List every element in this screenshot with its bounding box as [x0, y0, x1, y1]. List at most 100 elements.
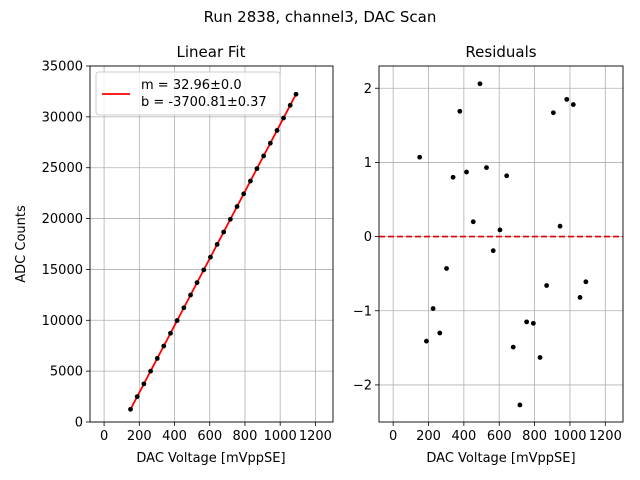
x-tick-label: 800	[233, 429, 258, 444]
data-point	[161, 343, 167, 349]
residual-point	[444, 266, 449, 271]
x-tick-label: 1000	[553, 429, 586, 444]
residual-point	[450, 174, 456, 180]
y-tick: 1	[364, 156, 379, 171]
y-tick: 15000	[42, 263, 90, 278]
residual-point	[490, 248, 496, 254]
residuals-title: Residuals	[465, 43, 536, 61]
y-tick: 5000	[50, 365, 90, 380]
y-tick-label: 1	[364, 156, 372, 171]
y-tick-label: 0	[75, 416, 83, 431]
residual-point	[504, 173, 510, 179]
residual-point	[510, 344, 516, 350]
y-tick-label: 15000	[42, 263, 83, 278]
linear-fit-axes: m = 32.96±0.0 b = -3700.81±0.37 0 200 400 6…	[14, 43, 334, 466]
x-tick: 1000	[553, 422, 587, 444]
y-tick: 0	[364, 230, 379, 245]
data-point	[248, 178, 253, 184]
data-point	[128, 406, 133, 412]
legend-entry-slope: m = 32.96±0.0	[141, 78, 242, 93]
linear-fit-frame	[89, 65, 334, 423]
x-tick-label: 0	[100, 429, 108, 444]
x-tick: 0	[389, 422, 397, 444]
data-point	[148, 368, 153, 374]
x-tick: 1000	[264, 422, 297, 444]
residual-point	[583, 279, 589, 285]
x-tick: 600	[197, 422, 222, 444]
y-tick-label: 35000	[42, 60, 83, 75]
residual-point	[550, 110, 556, 116]
linear-fit-ylabel: ADC Counts	[14, 205, 29, 283]
residual-point	[477, 81, 483, 87]
data-point	[261, 153, 267, 159]
legend-frame	[95, 71, 281, 116]
data-point	[181, 305, 187, 311]
data-point	[254, 166, 260, 172]
residual-point	[464, 169, 469, 175]
residual-point	[570, 102, 576, 107]
linear-fit-points	[128, 91, 299, 412]
y-tick: 2	[364, 82, 379, 97]
y-tick: 25000	[42, 161, 90, 176]
data-point	[214, 242, 220, 247]
data-point	[168, 330, 173, 336]
y-tick: −1	[353, 304, 379, 319]
y-tick-label: 2	[364, 82, 372, 97]
y-tick: 20000	[42, 212, 90, 227]
data-point	[134, 394, 140, 400]
y-tick: 35000	[42, 60, 90, 75]
y-tick-label: 20000	[42, 212, 83, 227]
linear-fit-xlabel: DAC Voltage [mVppSE]	[136, 451, 285, 466]
residuals-points	[417, 81, 589, 408]
data-point	[188, 292, 193, 298]
data-point	[241, 191, 247, 197]
data-point	[221, 229, 227, 235]
x-tick: 1200	[299, 422, 332, 444]
residual-point	[564, 96, 570, 102]
x-tick: 400	[162, 422, 187, 444]
x-tick-label: 600	[487, 429, 512, 444]
y-tick-label: 25000	[42, 161, 83, 176]
residual-point	[544, 283, 550, 288]
residual-point	[497, 227, 503, 233]
x-tick-label: 200	[127, 429, 152, 444]
residuals-xlabel: DAC Voltage [mVppSE]	[426, 451, 575, 466]
x-tick: 800	[522, 422, 547, 444]
y-tick-label: −2	[353, 378, 372, 393]
residual-point	[457, 108, 463, 114]
linear-fit-grid	[90, 65, 333, 423]
data-point	[267, 140, 273, 146]
figure-suptitle: Run 2838, channel3, DAC Scan	[204, 8, 437, 26]
residual-point	[517, 402, 523, 408]
residual-point	[577, 295, 583, 300]
residual-point	[484, 165, 489, 171]
data-point	[194, 280, 200, 286]
data-point	[174, 318, 180, 323]
x-tick: 800	[233, 422, 258, 444]
legend-entry-intercept: b = -3700.81±0.37	[141, 95, 267, 110]
data-point	[208, 254, 213, 260]
x-tick-label: 800	[522, 429, 547, 444]
residual-point	[437, 330, 443, 336]
y-tick-label: 30000	[42, 110, 83, 125]
residuals-y-ticks: −2 −1 0 1 2	[353, 82, 379, 393]
linear-fit-x-ticks: 0 200 400 600 800 1000 1200	[100, 422, 332, 444]
x-tick-label: 0	[389, 429, 397, 444]
x-tick: 200	[416, 422, 441, 444]
x-tick-label: 1000	[264, 429, 297, 444]
linear-fit-title: Linear Fit	[177, 43, 246, 61]
x-tick: 600	[487, 422, 512, 444]
data-point	[234, 204, 240, 209]
linear-fit-legend: m = 32.96±0.0 b = -3700.81±0.37	[95, 71, 281, 116]
residual-point	[524, 319, 530, 325]
data-point	[293, 91, 299, 97]
x-tick: 0	[100, 422, 108, 444]
data-point	[201, 267, 207, 273]
residuals-frame	[378, 65, 624, 423]
linear-fit-y-ticks: 0 5000 10000 15000 20000 25000 30000 35000	[42, 60, 90, 431]
y-tick-label: 0	[364, 230, 372, 245]
x-tick-label: 1200	[589, 429, 622, 444]
y-tick: 10000	[42, 314, 90, 329]
